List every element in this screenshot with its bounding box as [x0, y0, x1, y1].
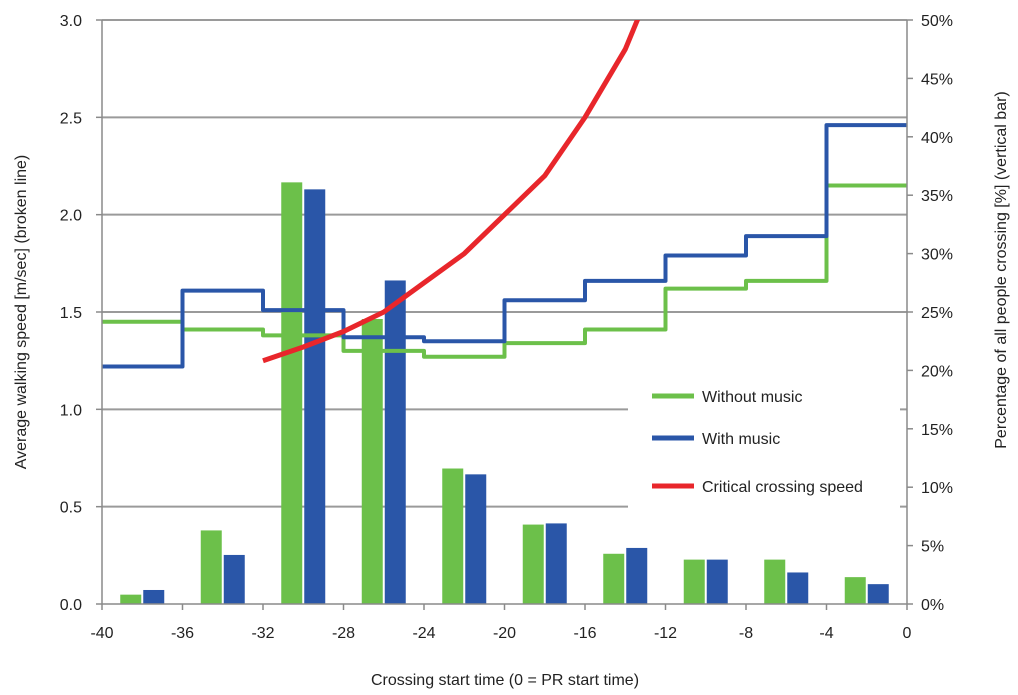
series-line	[102, 123, 907, 369]
bar	[281, 182, 303, 605]
x-tick-label: -12	[654, 625, 677, 642]
bar	[361, 319, 383, 604]
bar	[304, 189, 326, 605]
bar	[787, 572, 809, 604]
y-right-tick-label: 15%	[921, 422, 953, 439]
y-left-axis-title: Average walking speed [m/sec] (broken li…	[13, 155, 30, 470]
bar	[626, 547, 648, 604]
legend-label-with-music: With music	[702, 431, 780, 448]
y-left-tick-label: 0.5	[60, 500, 82, 517]
bar	[522, 524, 544, 604]
bar	[465, 474, 487, 604]
y-right-tick-label: 35%	[921, 188, 953, 205]
tick-labels: 0.0 0.5 1.0 1.5 2.0 2.5 3.0 0% 5% 10% 15% 20% 25% 30%…	[60, 13, 953, 642]
y-left-tick-label: 0.0	[60, 597, 82, 614]
legend-label-without-music: Without music	[702, 389, 802, 406]
legend: Without music With music Critical crossi…	[628, 376, 900, 508]
y-right-tick-label: 25%	[921, 305, 953, 322]
bar	[143, 589, 165, 604]
x-tick-label: 0	[903, 625, 912, 642]
series-line	[102, 183, 907, 359]
y-left-tick-label: 2.5	[60, 110, 82, 127]
y-right-tick-label: 10%	[921, 480, 953, 497]
lines	[102, 20, 907, 369]
bar	[844, 577, 866, 604]
y-left-tick-label: 1.0	[60, 402, 82, 419]
x-tick-label: -36	[171, 625, 194, 642]
legend-label-critical-speed: Critical crossing speed	[702, 479, 863, 496]
y-right-tick-label: 30%	[921, 247, 953, 264]
y-right-tick-label: 45%	[921, 71, 953, 88]
bar	[545, 523, 567, 604]
y-left-tick-label: 3.0	[60, 13, 82, 30]
axes	[96, 19, 913, 610]
x-tick-label: -28	[332, 625, 355, 642]
bar	[683, 559, 705, 604]
y-right-axis-title: Percentage of all people crossing [%] (v…	[993, 91, 1010, 449]
x-tick-label: -16	[573, 625, 596, 642]
bar	[384, 280, 406, 604]
x-axis-title: Crossing start time (0 = PR start time)	[371, 672, 639, 689]
x-tick-label: -32	[251, 625, 274, 642]
x-tick-label: -8	[739, 625, 753, 642]
series-line	[262, 20, 641, 364]
x-tick-label: -40	[90, 625, 113, 642]
bar	[223, 554, 245, 604]
bar	[764, 559, 786, 604]
bar	[706, 559, 728, 604]
bar	[603, 553, 625, 604]
x-tick-label: -24	[412, 625, 435, 642]
bar	[867, 584, 889, 604]
x-tick-label: -20	[493, 625, 516, 642]
y-right-tick-label: 50%	[921, 13, 953, 30]
y-left-tick-label: 1.5	[60, 305, 82, 322]
y-right-tick-label: 5%	[921, 539, 944, 556]
x-tick-label: -4	[819, 625, 833, 642]
bars	[120, 182, 889, 605]
bar	[200, 530, 222, 604]
y-right-tick-label: 20%	[921, 363, 953, 380]
y-left-tick-label: 2.0	[60, 208, 82, 225]
bar	[120, 594, 142, 604]
y-right-tick-label: 40%	[921, 130, 953, 147]
y-right-tick-label: 0%	[921, 597, 944, 614]
bar	[442, 468, 464, 604]
